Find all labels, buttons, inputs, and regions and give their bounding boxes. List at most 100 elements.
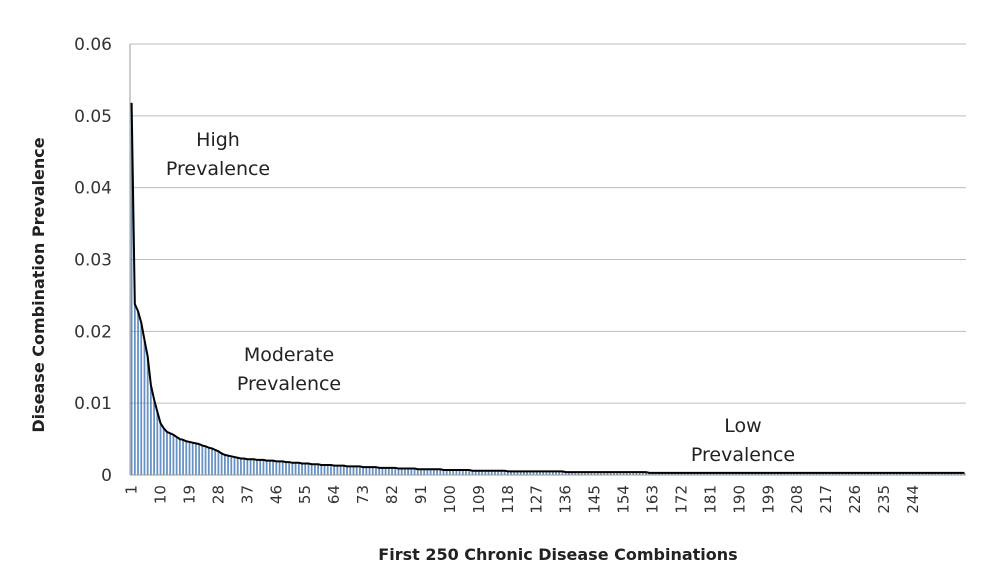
bar [349,466,352,475]
bar [342,465,345,475]
bar [217,451,220,475]
bar [963,472,966,475]
bar [188,441,191,475]
x-tick-label: 190 [730,485,748,514]
x-tick-label: 64 [325,485,343,504]
bar [616,472,619,475]
x-tick-label: 127 [528,485,546,514]
bar [281,461,284,475]
y-tick-label: 0.05 [74,107,112,127]
bar [754,472,757,475]
x-tick-label: 100 [441,485,459,514]
bar [471,470,474,475]
bar [240,458,242,475]
bar [330,464,332,475]
bar [449,469,451,475]
bar [931,472,934,475]
bar [397,468,400,475]
bar [777,472,779,475]
y-tick-label: 0.04 [74,179,112,199]
x-tick-label: 10 [152,485,170,504]
bar [860,472,863,475]
bar [654,472,657,475]
bar [516,471,519,475]
bar [494,470,496,475]
bar [677,472,680,475]
bar [648,472,651,475]
bar [664,472,667,475]
bar [603,472,606,475]
bar [690,472,692,475]
bar [950,472,953,475]
bar [596,472,599,475]
bar [497,470,500,475]
x-tick-label: 46 [267,485,285,504]
bar [275,461,278,475]
x-tick-label: 109 [470,485,488,514]
bar [873,472,876,475]
bar [918,472,921,475]
bar [812,472,815,475]
bar [953,472,956,475]
bar [895,472,898,475]
bar [844,472,847,475]
bar [706,472,709,475]
annotation-text: Low [724,415,761,437]
bar [137,311,139,475]
bar [252,459,255,475]
bar [883,472,885,475]
bar [381,467,384,475]
bar [249,459,252,475]
bar [236,457,239,475]
bar [696,472,699,475]
bar [259,459,262,475]
bar [667,472,670,475]
bar [545,471,548,475]
bar [346,466,348,475]
bar [908,472,911,475]
bar [760,472,763,475]
bar [571,472,573,475]
bar [773,472,776,475]
bar [738,472,741,475]
bar [394,467,397,475]
bar [445,469,448,475]
bar [207,447,210,475]
bar [809,472,811,475]
bar [712,472,715,475]
x-axis-title: First 250 Chronic Disease Combinations [378,545,737,564]
bar [359,466,361,475]
x-tick-label: 19 [180,485,198,504]
bar [735,472,737,475]
x-tick-label: 235 [875,485,893,514]
x-tick-label: 217 [817,485,835,514]
bar [455,469,458,475]
bar [957,472,959,475]
x-tick-label: 145 [586,485,604,514]
bar [584,472,586,475]
bar [876,472,879,475]
y-axis-title: Disease Combination Prevalence [29,137,48,432]
y-tick-label: 0 [101,466,112,486]
bar [195,443,197,475]
bar [153,399,155,475]
bar [635,472,638,475]
bar [863,472,866,475]
bar [172,434,175,475]
bar [960,472,963,475]
bar [387,467,390,475]
bar [535,471,538,475]
bar [741,472,744,475]
bar [468,469,471,475]
bar [278,461,281,475]
bar [211,448,213,475]
bar [391,467,393,475]
bar [600,472,602,475]
bar [879,472,882,475]
bar [645,472,647,475]
bar [857,472,860,475]
annotations: High Prevalence Moderate Prevalence Low Preva… [166,129,795,466]
bar [850,472,853,475]
bar [404,468,406,475]
annotation-text: Moderate [244,344,334,366]
